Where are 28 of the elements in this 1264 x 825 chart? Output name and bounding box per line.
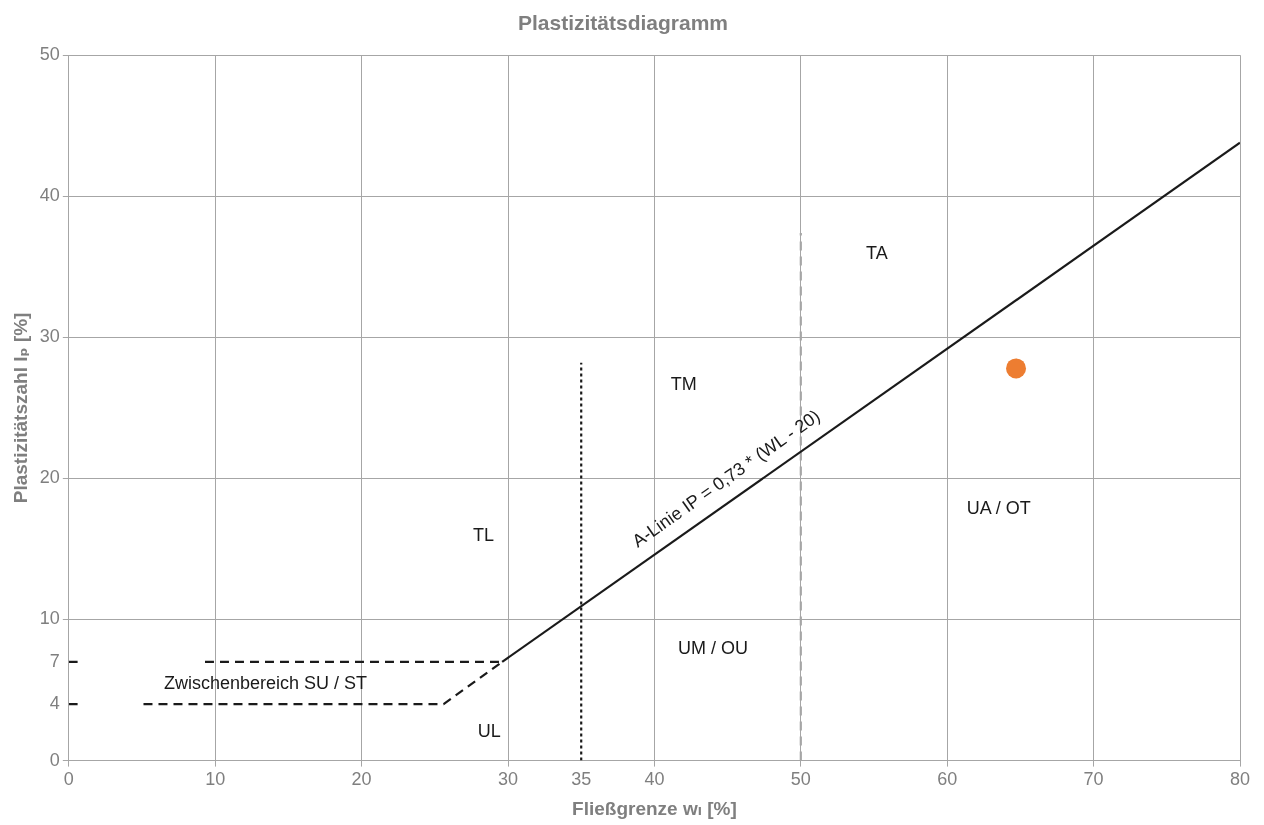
y-tick-label: 0: [49, 749, 60, 770]
x-tick-label: 50: [790, 769, 811, 790]
y-tick-label: 40: [39, 185, 60, 206]
y-tick-label: 30: [39, 326, 60, 347]
y-tick-label: 7: [49, 650, 60, 671]
x-tick-label: 70: [1083, 769, 1104, 790]
y-axis-title: Plastizitätszahl Iₚ [%]: [9, 312, 31, 504]
annotation: TL: [472, 525, 494, 546]
x-tick-label: 40: [644, 769, 665, 790]
y-tick-label: 10: [39, 608, 60, 629]
annotation: UL: [477, 721, 501, 742]
x-tick-label: 20: [351, 769, 372, 790]
chart-title: Plastizitätsdiagramm: [517, 11, 729, 35]
annotation: UM / OU: [677, 638, 748, 659]
x-axis-title: Fließgrenze wₗ [%]: [572, 797, 737, 819]
y-tick-label: 20: [39, 467, 60, 488]
x-tick-label: 60: [937, 769, 958, 790]
annotation: TA: [866, 243, 888, 264]
annotation: UA / OT: [966, 498, 1031, 519]
annotation: Zwischenbereich SU / ST: [164, 673, 368, 694]
y-tick-label: 50: [39, 44, 60, 65]
x-tick-label: 35: [571, 769, 592, 790]
x-tick-label: 0: [63, 769, 74, 790]
y-tick-label: 4: [49, 693, 60, 714]
x-tick-label: 30: [498, 769, 519, 790]
x-tick-label: 10: [205, 769, 226, 790]
x-tick-label: 80: [1229, 769, 1251, 790]
annotation: TM: [670, 374, 697, 395]
